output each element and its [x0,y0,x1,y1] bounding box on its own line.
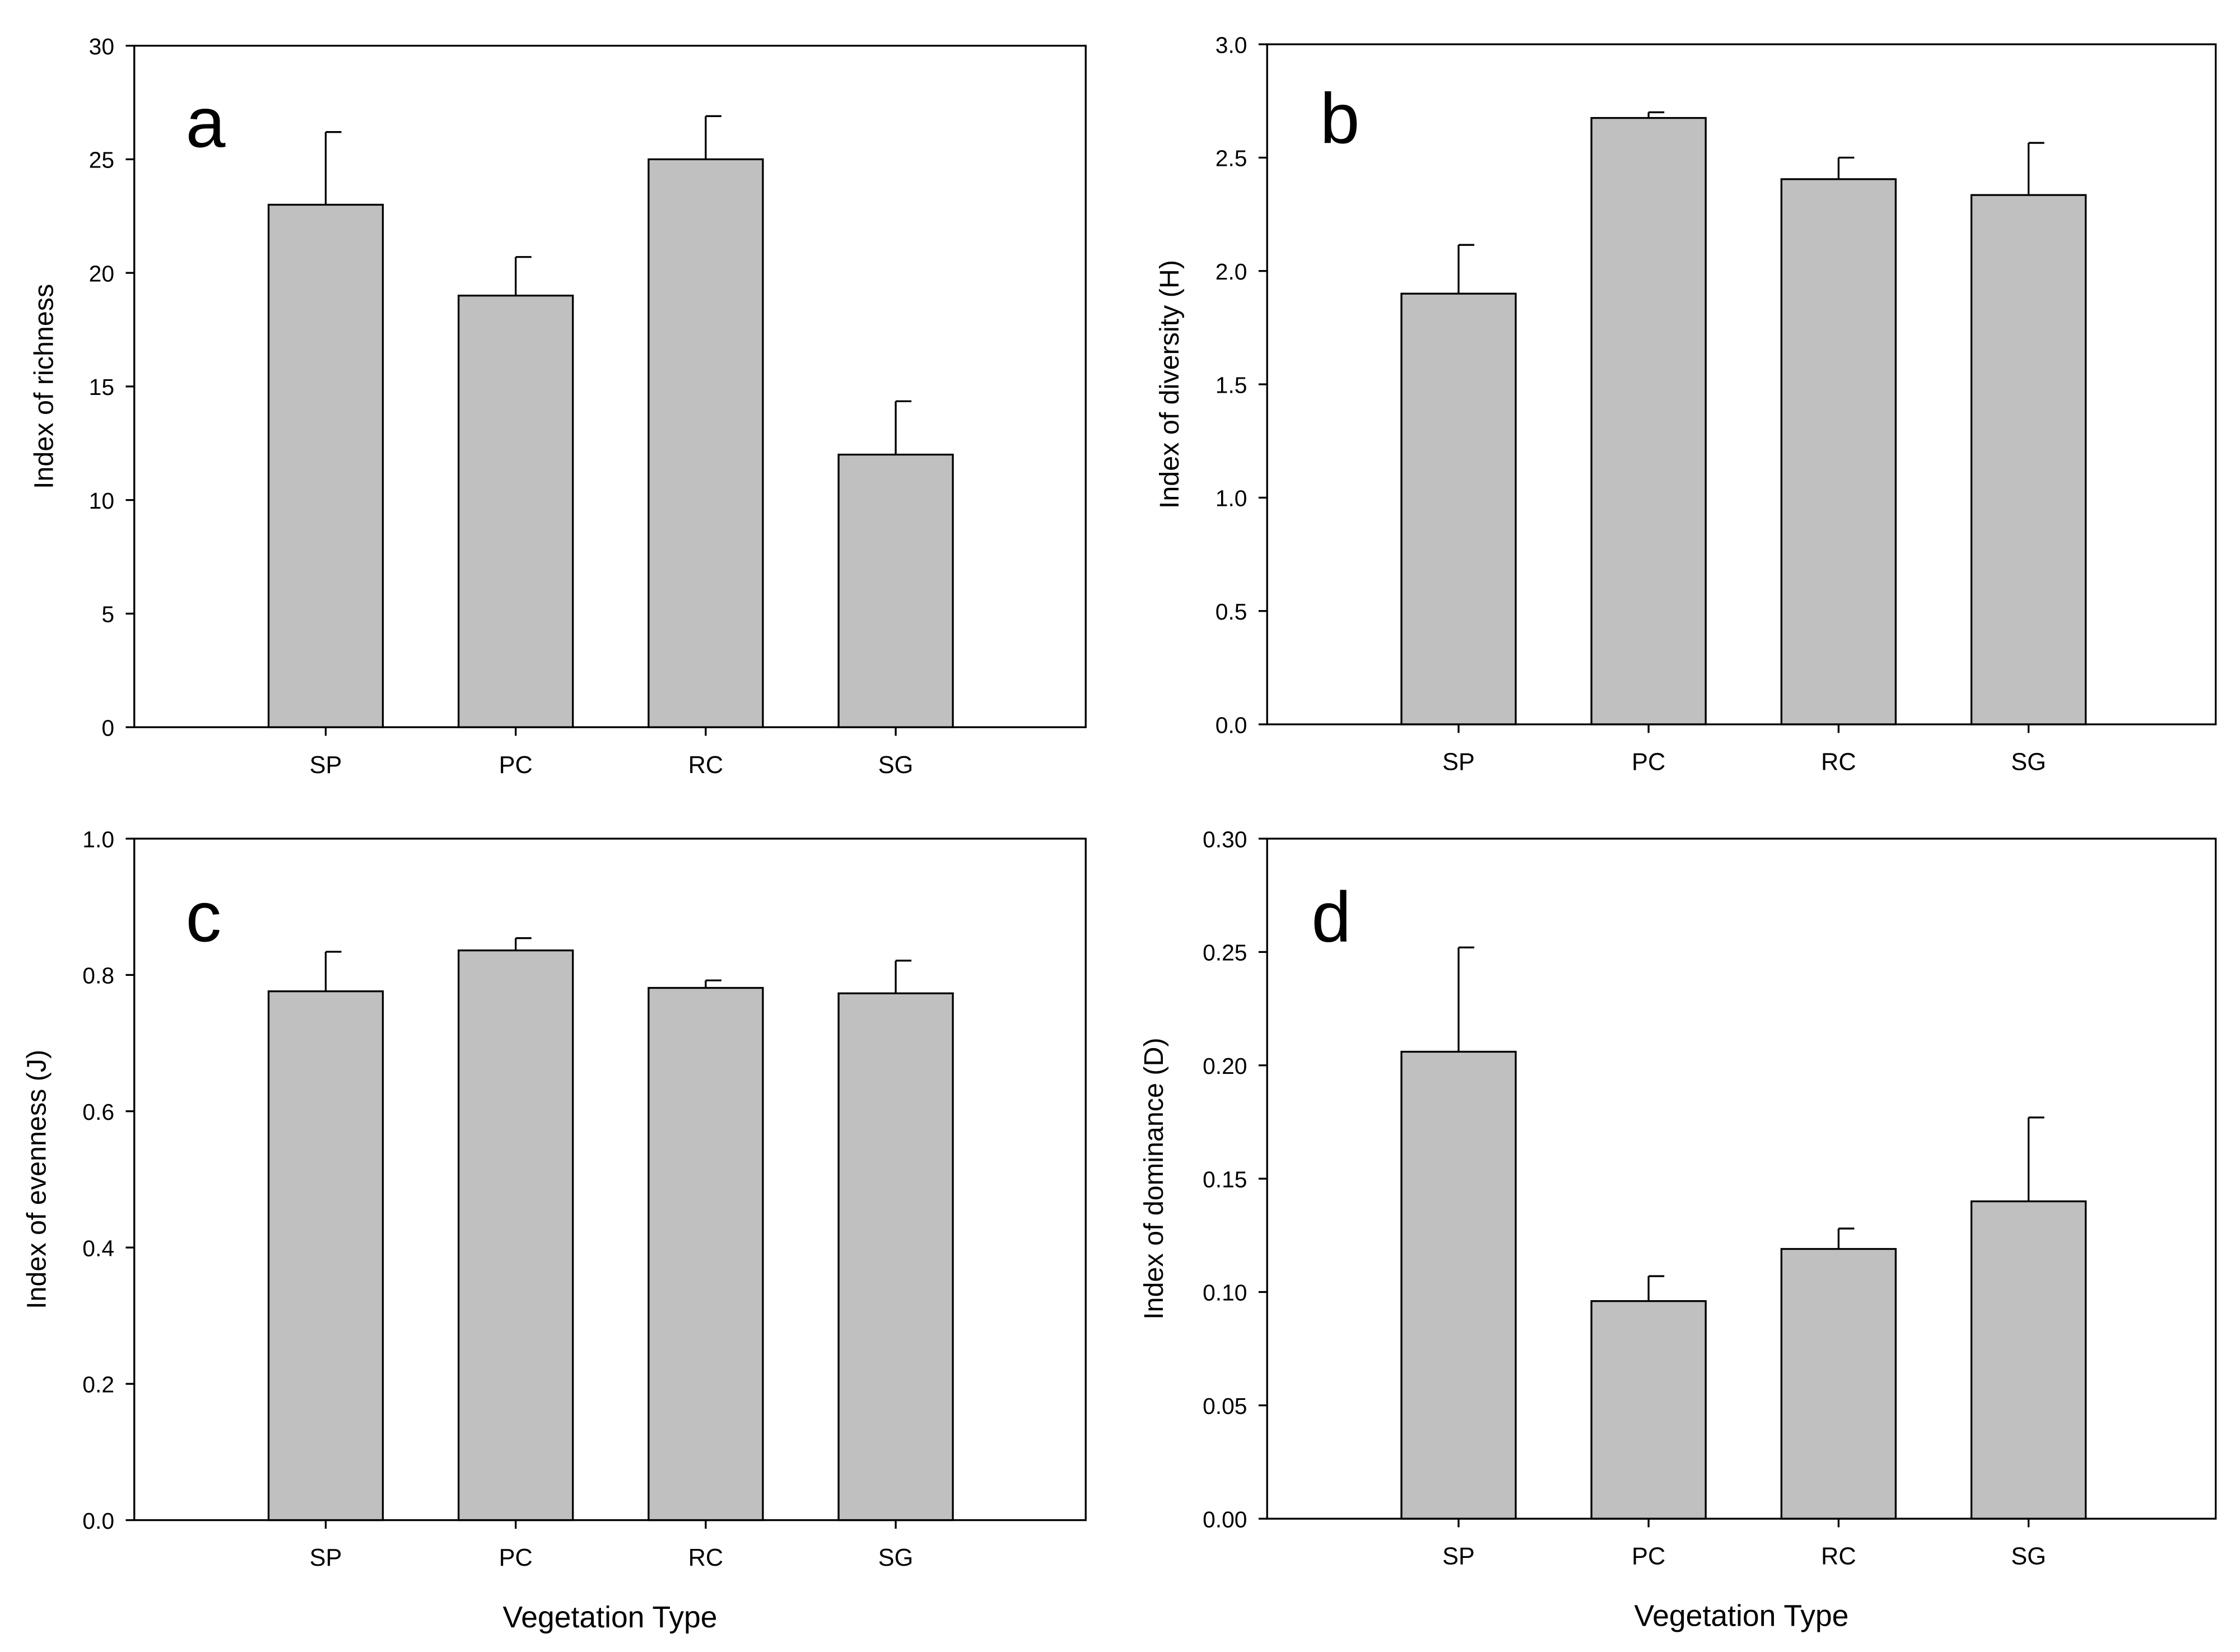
y-tick-label: 5 [101,602,114,627]
x-tick-label: SP [1442,749,1475,776]
x-tick-label: SG [878,1544,914,1571]
x-tick-label: SP [310,1544,342,1571]
y-axis-label: Index of evenness (J) [22,1050,52,1309]
bar-rc [648,158,764,728]
y-tick-label: 0.15 [1203,1166,1247,1192]
y-tick-label: 3.0 [1216,32,1247,58]
y-tick-label: 0.4 [82,1235,114,1261]
y-tick-label: 0.6 [82,1099,114,1125]
x-tick-label: SP [310,752,342,779]
x-tick-label: RC [1821,1543,1856,1570]
y-tick-label: 0 [101,715,114,741]
y-tick-label: 0.0 [1216,712,1247,738]
panel-letter: d [1311,878,1351,957]
bar-sg [1970,194,2087,725]
x-tick-label: SG [878,752,914,779]
panel-d: SP PC RC SG 0.00 0.05 0.10 0.15 0.20 0.25 0.30 Inde… [1139,826,2217,1632]
bar-pc [458,949,574,1521]
y-tick-label: 10 [89,488,114,514]
x-tick-label: PC [1632,749,1665,776]
y-axis-label: Index of dominance (D) [1139,1037,1169,1319]
y-tick-label: 0.8 [82,963,114,989]
panel-letter: b [1320,79,1360,159]
y-tick-label: 0.25 [1203,940,1247,966]
x-axis-label: Vegetation Type [1634,1599,1848,1632]
bar-sg [837,992,954,1521]
x-tick-label: PC [499,1544,533,1571]
y-tick-label: 0.30 [1203,826,1247,852]
y-tick-label: 0.20 [1203,1053,1247,1079]
y-tick-label: 2.0 [1216,259,1247,285]
bar-sp [267,990,384,1521]
panel-letter: a [186,83,226,163]
y-axis-label: Index of richness [29,284,59,489]
bar-pc [1590,117,1707,725]
x-tick-label: PC [1632,1543,1665,1570]
bar-sp [1400,292,1517,725]
x-tick-label: RC [688,1544,724,1571]
y-tick-label: 0.2 [82,1372,114,1398]
x-tick-label: SP [1442,1543,1475,1570]
y-axis-label: Index of diversity (H) [1154,260,1185,509]
y-tick-label: 1.0 [1216,486,1247,511]
bar-sg [837,453,954,728]
y-tick-label: 0.10 [1203,1280,1247,1306]
x-tick-label: RC [1821,749,1856,776]
panel-b: SP PC RC SG 0.0 0.5 1.0 1.5 2.0 2.5 3.0 Index of di… [1154,32,2217,776]
bar-rc [648,986,764,1521]
x-tick-label: SG [2011,749,2046,776]
bar-rc [1780,1248,1897,1520]
bar-pc [1590,1300,1707,1520]
y-tick-label: 0.0 [82,1508,114,1534]
bar-pc [458,295,574,728]
bar-sp [1400,1050,1517,1520]
plot-frame [133,837,1087,1521]
y-tick-label: 1.5 [1216,372,1247,398]
y-tick-label: 0.5 [1216,599,1247,625]
y-tick-label: 15 [89,374,114,400]
x-tick-label: PC [499,752,533,779]
bar-rc [1780,178,1897,725]
panel-a: SP PC RC SG 0 5 10 15 20 25 30 Index of richness a [29,34,1087,779]
y-tick-label: 20 [89,260,114,286]
y-tick-label: 1.0 [82,826,114,852]
x-tick-label: RC [688,752,724,779]
y-tick-label: 0.00 [1203,1506,1247,1532]
panel-c: SP PC RC SG 0.0 0.2 0.4 0.6 0.8 1.0 Index of evenn… [22,826,1087,1634]
y-tick-label: 0.05 [1203,1393,1247,1419]
x-tick-label: SG [2011,1543,2046,1570]
y-tick-label: 25 [89,147,114,173]
y-tick-label: 2.5 [1216,146,1247,171]
panel-letter: c [186,878,222,957]
x-axis-label: Vegetation Type [502,1601,717,1634]
bar-sp [267,203,384,728]
y-tick-label: 30 [89,34,114,59]
bar-sg [1970,1200,2087,1520]
